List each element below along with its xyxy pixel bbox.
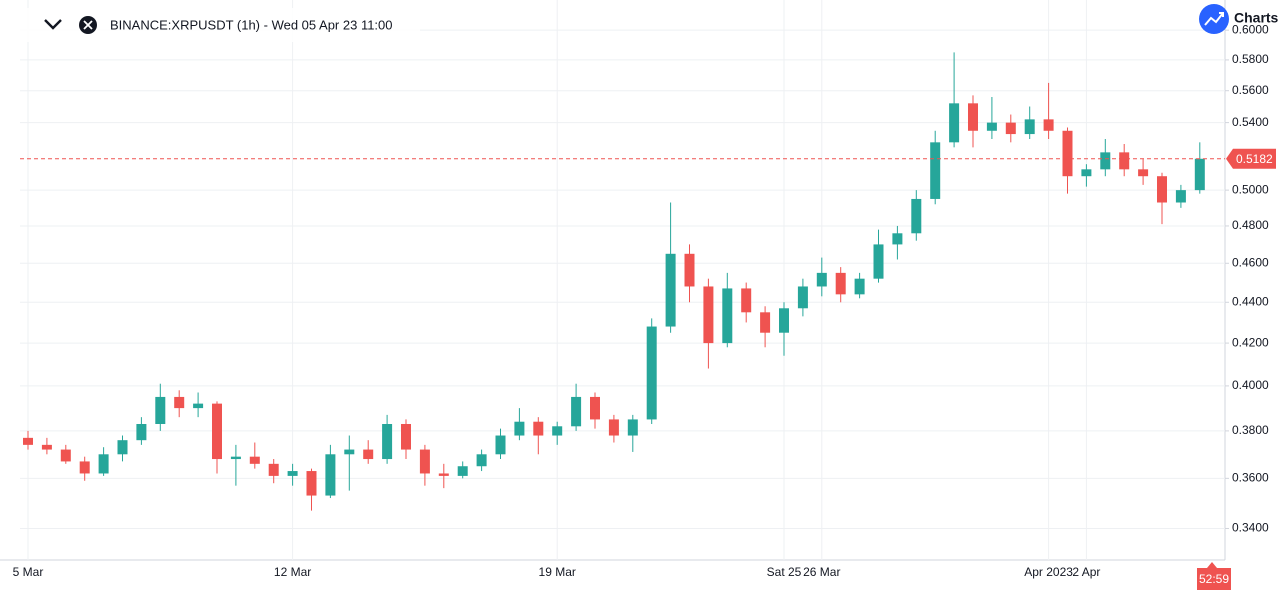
candle-body — [1100, 152, 1111, 170]
chart-title: BINANCE:XRPUSDT (1h) - Wed 05 Apr 23 11:… — [110, 17, 393, 32]
candle-body — [1024, 119, 1035, 135]
countdown-label: 52:59 — [1199, 572, 1229, 586]
candle-body — [41, 444, 52, 450]
candle-body — [401, 423, 411, 450]
candle-body — [1138, 169, 1149, 177]
candle-body — [571, 396, 582, 427]
y-tick-label: 0.5600 — [1232, 83, 1269, 97]
candle-body — [835, 272, 846, 295]
y-tick-label: 0.4800 — [1232, 218, 1269, 232]
brand-logo[interactable] — [1199, 4, 1229, 34]
candle-body — [344, 449, 355, 455]
candle-body — [986, 122, 997, 131]
candle-body — [136, 423, 147, 441]
candle-body — [1005, 122, 1016, 135]
last-price-label: 0.5182 — [1236, 152, 1273, 166]
candle-body — [1062, 130, 1073, 177]
candle-body — [533, 421, 544, 436]
countdown-badge — [1197, 562, 1231, 590]
y-tick-label: 0.6000 — [1232, 22, 1269, 36]
y-tick-label: 0.4400 — [1232, 294, 1269, 308]
candle-body — [873, 244, 884, 279]
y-tick-label: 0.4600 — [1232, 255, 1269, 269]
collapse-icon[interactable] — [44, 19, 62, 30]
candle-body — [760, 312, 771, 333]
x-tick-label: 2 Apr — [1072, 565, 1100, 579]
candle-body — [363, 449, 374, 460]
candle-body — [968, 103, 978, 131]
candle-body — [325, 454, 336, 496]
x-tick-label: 5 Mar — [13, 565, 44, 579]
candle-body — [627, 419, 638, 436]
candle-body — [722, 288, 733, 344]
candle-body — [287, 471, 298, 476]
candle-body — [1157, 176, 1167, 203]
candle-body — [514, 421, 525, 436]
candle-body — [306, 471, 317, 496]
y-tick-label: 0.3600 — [1232, 471, 1269, 485]
candle-body — [892, 233, 903, 245]
y-tick-label: 0.5800 — [1232, 52, 1269, 66]
y-tick-label: 0.3400 — [1232, 521, 1269, 535]
candle-body — [476, 454, 487, 467]
candle-body — [98, 454, 109, 474]
candle-body — [797, 286, 808, 309]
candle-body — [117, 440, 128, 455]
candle-body — [646, 326, 657, 420]
candle-body — [816, 272, 827, 287]
x-tick-label: 19 Mar — [539, 565, 576, 579]
candle-body — [590, 396, 600, 420]
x-tick-label: Apr 2023 — [1024, 565, 1073, 579]
candle-body — [1175, 190, 1186, 203]
candle-body — [703, 286, 714, 344]
candle-body — [665, 253, 676, 327]
candle-body — [382, 423, 393, 460]
candle-body — [608, 419, 619, 436]
close-icon-x — [83, 20, 93, 30]
x-tick-label: Sat 25 — [767, 565, 802, 579]
candle-body — [79, 461, 90, 474]
y-tick-label: 0.3800 — [1232, 423, 1269, 437]
candle-body — [930, 142, 941, 199]
brand-logo-icon — [1204, 12, 1224, 26]
candle-body — [1119, 152, 1130, 170]
candle-body — [684, 253, 695, 287]
candle-body — [230, 456, 241, 460]
y-tick-label: 0.5000 — [1232, 182, 1269, 196]
candle-body — [268, 463, 279, 476]
candle-body — [60, 449, 71, 462]
x-tick-label: 12 Mar — [274, 565, 311, 579]
candle-body — [23, 437, 33, 445]
candle-body — [854, 278, 865, 295]
brand-name: Charts — [1234, 10, 1279, 26]
candle-body — [438, 473, 449, 476]
candle-body — [949, 103, 960, 143]
candle-body — [552, 426, 563, 436]
candle-body — [911, 198, 922, 234]
x-tick-label: 26 Mar — [803, 565, 840, 579]
candle-body — [1081, 169, 1092, 177]
y-tick-label: 0.4200 — [1232, 335, 1269, 349]
candle-body — [741, 288, 752, 313]
candle-body — [212, 403, 222, 460]
candle-body — [174, 396, 185, 409]
candle-body — [1194, 158, 1205, 191]
candle-body — [419, 449, 430, 474]
candle-body — [457, 466, 468, 476]
candle-body — [193, 403, 204, 409]
y-tick-label: 0.5400 — [1232, 115, 1269, 129]
candle-body — [155, 396, 166, 424]
candle-body — [495, 435, 506, 455]
candle-body — [1043, 119, 1054, 131]
candle-body — [779, 308, 789, 333]
y-tick-label: 0.4000 — [1232, 378, 1269, 392]
last-price-badge — [1226, 148, 1276, 169]
candle-body — [249, 456, 260, 464]
